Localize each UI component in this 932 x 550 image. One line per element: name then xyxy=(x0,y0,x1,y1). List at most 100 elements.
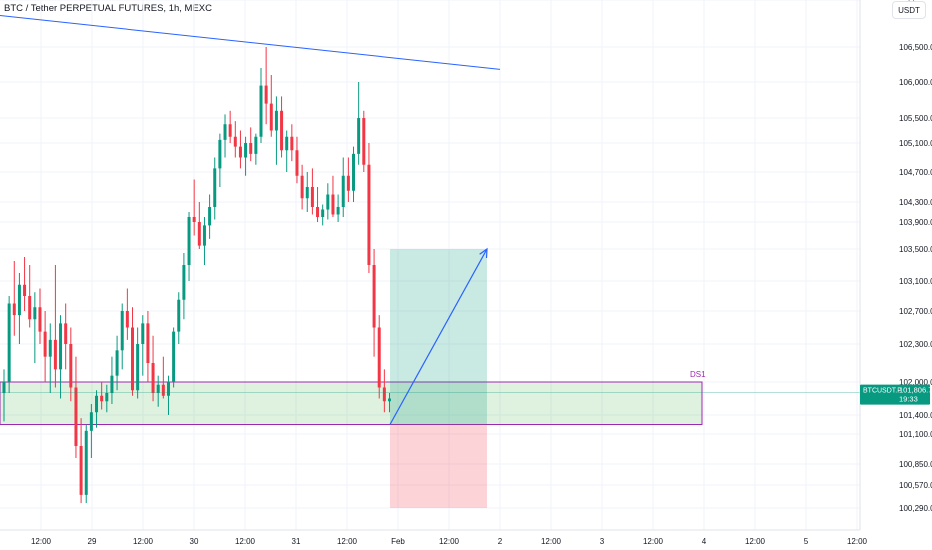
last-price-countdown: 19:33 xyxy=(899,395,918,404)
candle-body xyxy=(59,323,63,370)
candle-body xyxy=(48,339,52,357)
candle-body xyxy=(259,85,263,137)
candle-body xyxy=(100,395,104,402)
candle-body xyxy=(146,323,150,363)
time-tick-label: 12:00 xyxy=(31,537,52,546)
candle-body xyxy=(269,103,273,131)
zone-rect[interactable] xyxy=(0,381,703,425)
time-tick-label: 3 xyxy=(600,537,605,546)
time-tick-label: 12:00 xyxy=(133,537,154,546)
candle-body xyxy=(213,168,217,207)
time-tick-label: 4 xyxy=(702,537,707,546)
price-tick-label: 103,100.0 xyxy=(899,277,932,286)
price-tick-label: 104,700.0 xyxy=(899,168,932,177)
candle-body xyxy=(115,350,119,376)
candle-body xyxy=(310,187,314,207)
candle-body xyxy=(161,384,165,396)
candle-body xyxy=(79,446,83,495)
candle-body xyxy=(151,363,155,393)
candle-body xyxy=(238,146,242,158)
candle-body xyxy=(274,110,278,131)
currency-selector[interactable]: USDT xyxy=(892,1,926,19)
price-tick-label: 102,300.0 xyxy=(899,340,932,349)
arrow-line[interactable] xyxy=(389,248,488,425)
candle-body xyxy=(166,382,170,396)
candle-body xyxy=(202,225,206,246)
candlestick-series xyxy=(2,47,391,504)
candle-body xyxy=(33,307,37,320)
candle-body xyxy=(156,384,160,393)
candle-body xyxy=(2,382,6,393)
price-tick-label: 102,700.0 xyxy=(899,307,932,316)
candle-body xyxy=(331,194,335,215)
candle-body xyxy=(357,118,361,154)
zone-label: DS1 xyxy=(690,370,706,379)
trendline[interactable] xyxy=(0,15,501,70)
price-tick-label: 100,290.0 xyxy=(899,504,932,513)
last-price-symbol: BTCUSDT.P xyxy=(863,388,902,395)
time-tick-label: Feb xyxy=(391,537,405,546)
candle-body xyxy=(38,307,42,332)
time-axis[interactable]: 12:00 29 12:00 30 12:00 31 12:00 Feb 12:00 2 12:00… xyxy=(31,537,868,546)
candle-body xyxy=(17,284,21,316)
candle-body xyxy=(74,387,78,446)
price-tick-label: 102,000.0 xyxy=(899,378,932,387)
candle-body xyxy=(341,175,345,207)
candle-body xyxy=(290,136,294,151)
candle-body xyxy=(336,207,340,215)
candle-body xyxy=(53,339,57,370)
price-tick-label: 101,100.0 xyxy=(899,430,932,439)
price-axis[interactable]: 106,500.0 106,000.0 105,500.0 105,100.0 104,… xyxy=(899,0,932,513)
price-tick-label: 99,780.0 xyxy=(899,0,931,2)
candle-body xyxy=(172,331,176,382)
time-tick-label: 12:00 xyxy=(337,537,358,546)
candle-body xyxy=(362,118,366,165)
time-tick-label: 12:00 xyxy=(643,537,664,546)
candle-body xyxy=(141,323,145,344)
candle-body xyxy=(197,222,201,246)
price-tick-label: 105,500.0 xyxy=(899,114,932,123)
grid xyxy=(0,0,860,530)
price-tick-label: 100,570.0 xyxy=(899,481,932,490)
last-price-badge xyxy=(860,384,930,405)
price-tick-label: 106,500.0 xyxy=(899,43,932,52)
time-tick-label: 30 xyxy=(190,537,199,546)
arrow-head xyxy=(479,247,488,259)
candle-body xyxy=(218,139,222,169)
candle-body xyxy=(326,194,330,210)
stop-zone[interactable] xyxy=(390,424,487,509)
price-tick-label: 106,000.0 xyxy=(899,78,932,87)
candle-body xyxy=(120,311,124,351)
price-tick-label: 104,300.0 xyxy=(899,198,932,207)
time-tick-label: 29 xyxy=(88,537,97,546)
candle-body xyxy=(105,393,109,402)
time-tick-label: 31 xyxy=(292,537,301,546)
candle-body xyxy=(280,110,284,151)
candle-body xyxy=(43,331,47,357)
candle-body xyxy=(110,375,114,393)
price-tick-label: 105,100.0 xyxy=(899,139,932,148)
candle-body xyxy=(316,207,320,217)
price-tick-label: 103,900.0 xyxy=(899,218,932,227)
candle-body xyxy=(223,124,227,140)
candle-body xyxy=(125,311,129,328)
candle-body xyxy=(23,284,27,296)
candle-body xyxy=(89,412,93,431)
candle-body xyxy=(187,217,191,265)
long-position-tool[interactable] xyxy=(390,249,487,508)
drawings[interactable] xyxy=(0,15,860,425)
time-tick-label: 12:00 xyxy=(439,537,460,546)
candle-body xyxy=(352,153,356,191)
candle-body xyxy=(382,387,386,402)
time-tick-label: 5 xyxy=(804,537,809,546)
time-tick-label: 12:00 xyxy=(541,537,562,546)
candle-body xyxy=(84,430,88,495)
last-price-value: 101,806.7 xyxy=(899,386,932,395)
candle-body xyxy=(177,299,181,332)
price-tick-label: 100,040.0 xyxy=(899,0,932,2)
candle-body xyxy=(95,395,99,413)
candle-body xyxy=(285,136,289,151)
candle-body xyxy=(346,175,350,191)
